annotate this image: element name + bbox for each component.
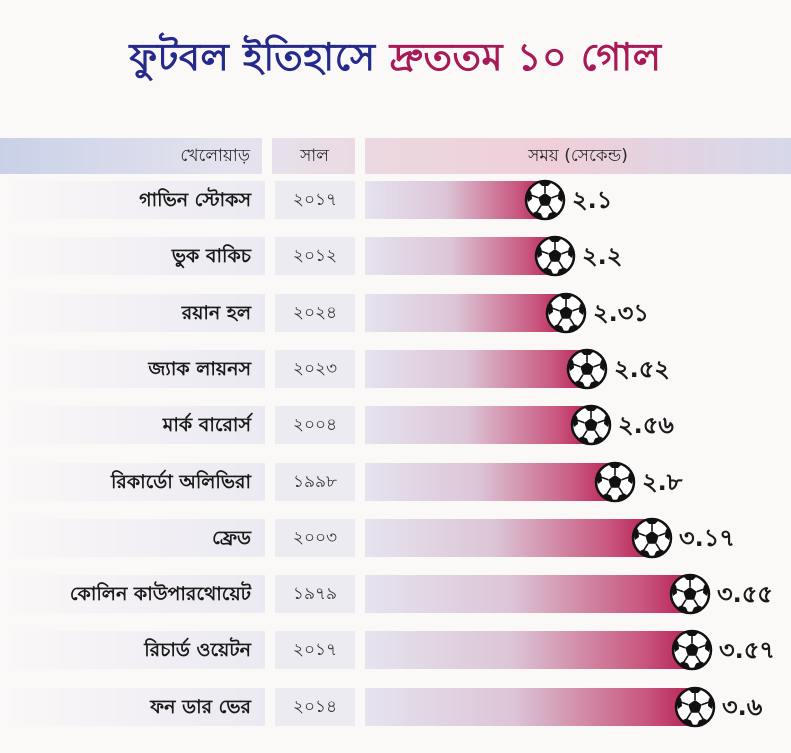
chart-row: জ্যাক লায়নস ২০২৩ ২.৫২: [0, 347, 791, 391]
row-year-background: [275, 350, 355, 388]
header-player: খেলোয়াড়: [180, 146, 250, 166]
table-header: খেলোয়াড় সাল সময় (সেকেন্ড): [0, 138, 791, 174]
chart-row: ভুক বাকিচ ২০১২ ২.২: [0, 234, 791, 278]
header-divider: [262, 138, 272, 174]
goal-year: ২০০৪: [292, 415, 338, 435]
time-bar: [365, 294, 566, 332]
row-name-background: [0, 294, 265, 332]
row-name-background: [0, 181, 265, 219]
football-icon: [569, 403, 613, 447]
row-name-background: [0, 406, 265, 444]
goal-year: ২০১৪: [292, 697, 338, 717]
time-value-label: ৩.৫৫: [717, 580, 773, 608]
time-bar: [365, 237, 555, 275]
player-name: রয়ান হল: [181, 302, 251, 324]
player-name: কোলিন কাউপারথোয়েট: [69, 583, 251, 605]
goal-year: ১৯৭৯: [292, 584, 338, 604]
football-icon: [565, 347, 609, 391]
time-bar: [365, 350, 587, 388]
row-name-background: [0, 631, 265, 669]
goal-year: ২০২৪: [292, 303, 338, 323]
row-name-background: [0, 688, 265, 726]
chart-row: রয়ান হল ২০২৪ ২.৩১: [0, 291, 791, 335]
football-icon: [523, 178, 567, 222]
goal-year: ২০০৩: [292, 528, 338, 548]
chart-row: ফ্রেড ২০০৩ ৩.১৭: [0, 516, 791, 560]
row-year-background: [275, 237, 355, 275]
row-year-background: [275, 631, 355, 669]
row-year-background: [275, 575, 355, 613]
header-time: সময় (সেকেন্ড): [528, 146, 628, 166]
football-icon: [668, 572, 712, 616]
time-value-label: ২.৮: [642, 468, 683, 496]
time-bar: [365, 631, 692, 669]
goal-year: ২০২৩: [292, 359, 338, 379]
time-value-label: ৩.৫৭: [719, 636, 775, 664]
row-year-background: [275, 406, 355, 444]
row-name-background: [0, 519, 265, 557]
row-name-background: [0, 463, 265, 501]
player-name: রিচার্ড ওয়েটন: [144, 639, 251, 661]
header-year: সাল: [300, 146, 329, 166]
title-part-1: ফুটবল ইতিহাসে: [129, 35, 376, 79]
player-name: মার্ক বারোর্স: [162, 414, 251, 436]
row-year-background: [275, 519, 355, 557]
row-year-background: [275, 688, 355, 726]
time-value-label: ২.৫২: [614, 355, 670, 383]
chart-row: ফন ডার ভের ২০১৪ ৩.৬: [0, 685, 791, 729]
chart-row: মার্ক বারোর্স ২০০৪ ২.৫৬: [0, 403, 791, 447]
row-name-background: [0, 350, 265, 388]
title-container: ফুটবল ইতিহাসে দ্রুততম ১০ গোল: [0, 0, 791, 120]
football-icon: [593, 460, 637, 504]
chart-row: কোলিন কাউপারথোয়েট ১৯৭৯ ৩.৫৫: [0, 572, 791, 616]
goal-year: ১৯৯৮: [292, 472, 338, 492]
row-year-background: [275, 181, 355, 219]
football-icon: [533, 234, 577, 278]
time-value-label: ২.২: [582, 242, 623, 270]
player-name: গাভিন স্টোকস: [139, 189, 251, 211]
chart-title: ফুটবল ইতিহাসে দ্রুততম ১০ গোল: [129, 28, 661, 92]
player-name: জ্যাক লায়নস: [148, 358, 251, 380]
player-name: ফ্রেড: [212, 527, 251, 549]
goal-year: ২০১৭: [292, 190, 338, 210]
time-value-label: ২.১: [572, 186, 613, 214]
time-value-label: ২.৫৬: [618, 411, 674, 439]
goal-year: ২০১৭: [292, 640, 338, 660]
chart-row: গাভিন স্টোকস ২০১৭ ২.১: [0, 178, 791, 222]
chart-row: রিকার্ডো অলিভিরা ১৯৯৮ ২.৮: [0, 460, 791, 504]
row-name-background: [0, 575, 265, 613]
row-name-background: [0, 237, 265, 275]
time-bar: [365, 519, 652, 557]
chart-row: রিচার্ড ওয়েটন ২০১৭ ৩.৫৭: [0, 628, 791, 672]
player-name: রিকার্ডো অলিভিরা: [110, 471, 251, 493]
football-icon: [544, 291, 588, 335]
time-value-label: ২.৩১: [593, 299, 649, 327]
football-icon: [670, 628, 714, 672]
time-bar: [365, 575, 690, 613]
football-icon: [630, 516, 674, 560]
time-value-label: ৩.১৭: [679, 524, 735, 552]
time-bar: [365, 406, 591, 444]
header-divider: [355, 138, 365, 174]
football-icon: [673, 685, 717, 729]
row-year-background: [275, 463, 355, 501]
time-bar: [365, 688, 695, 726]
row-year-background: [275, 294, 355, 332]
time-value-label: ৩.৬: [722, 693, 763, 721]
title-part-2: দ্রুততম ১০ গোল: [389, 35, 662, 79]
player-name: ফন ডার ভের: [150, 696, 251, 718]
time-bar: [365, 463, 615, 501]
player-name: ভুক বাকিচ: [171, 245, 251, 267]
time-bar: [365, 181, 545, 219]
goal-year: ২০১২: [292, 246, 338, 266]
